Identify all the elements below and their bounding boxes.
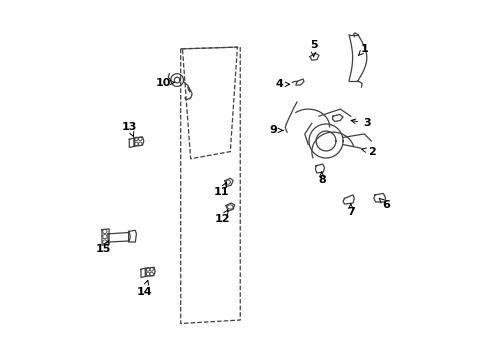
Polygon shape bbox=[134, 137, 143, 146]
Polygon shape bbox=[343, 195, 354, 204]
Text: 15: 15 bbox=[96, 241, 111, 254]
Polygon shape bbox=[225, 203, 234, 211]
Polygon shape bbox=[141, 268, 145, 278]
Text: 13: 13 bbox=[122, 122, 137, 137]
Text: 10: 10 bbox=[155, 77, 174, 87]
Text: 14: 14 bbox=[137, 280, 152, 297]
Polygon shape bbox=[224, 178, 233, 186]
Text: 11: 11 bbox=[213, 182, 229, 197]
Text: 1: 1 bbox=[358, 44, 368, 55]
Text: 12: 12 bbox=[214, 210, 230, 224]
Polygon shape bbox=[129, 138, 134, 147]
Text: 9: 9 bbox=[269, 125, 283, 135]
Polygon shape bbox=[332, 114, 343, 122]
Polygon shape bbox=[295, 79, 304, 85]
Text: 2: 2 bbox=[361, 147, 375, 157]
Polygon shape bbox=[128, 230, 136, 242]
Polygon shape bbox=[315, 164, 324, 173]
Polygon shape bbox=[145, 267, 155, 276]
Text: 3: 3 bbox=[350, 118, 370, 128]
Text: 5: 5 bbox=[309, 40, 317, 57]
Text: 7: 7 bbox=[346, 204, 354, 217]
Polygon shape bbox=[108, 233, 130, 242]
Text: 4: 4 bbox=[275, 79, 289, 89]
Polygon shape bbox=[373, 193, 385, 202]
Polygon shape bbox=[309, 53, 318, 60]
Text: 8: 8 bbox=[317, 172, 325, 185]
Text: 6: 6 bbox=[378, 198, 389, 210]
Polygon shape bbox=[102, 229, 109, 245]
